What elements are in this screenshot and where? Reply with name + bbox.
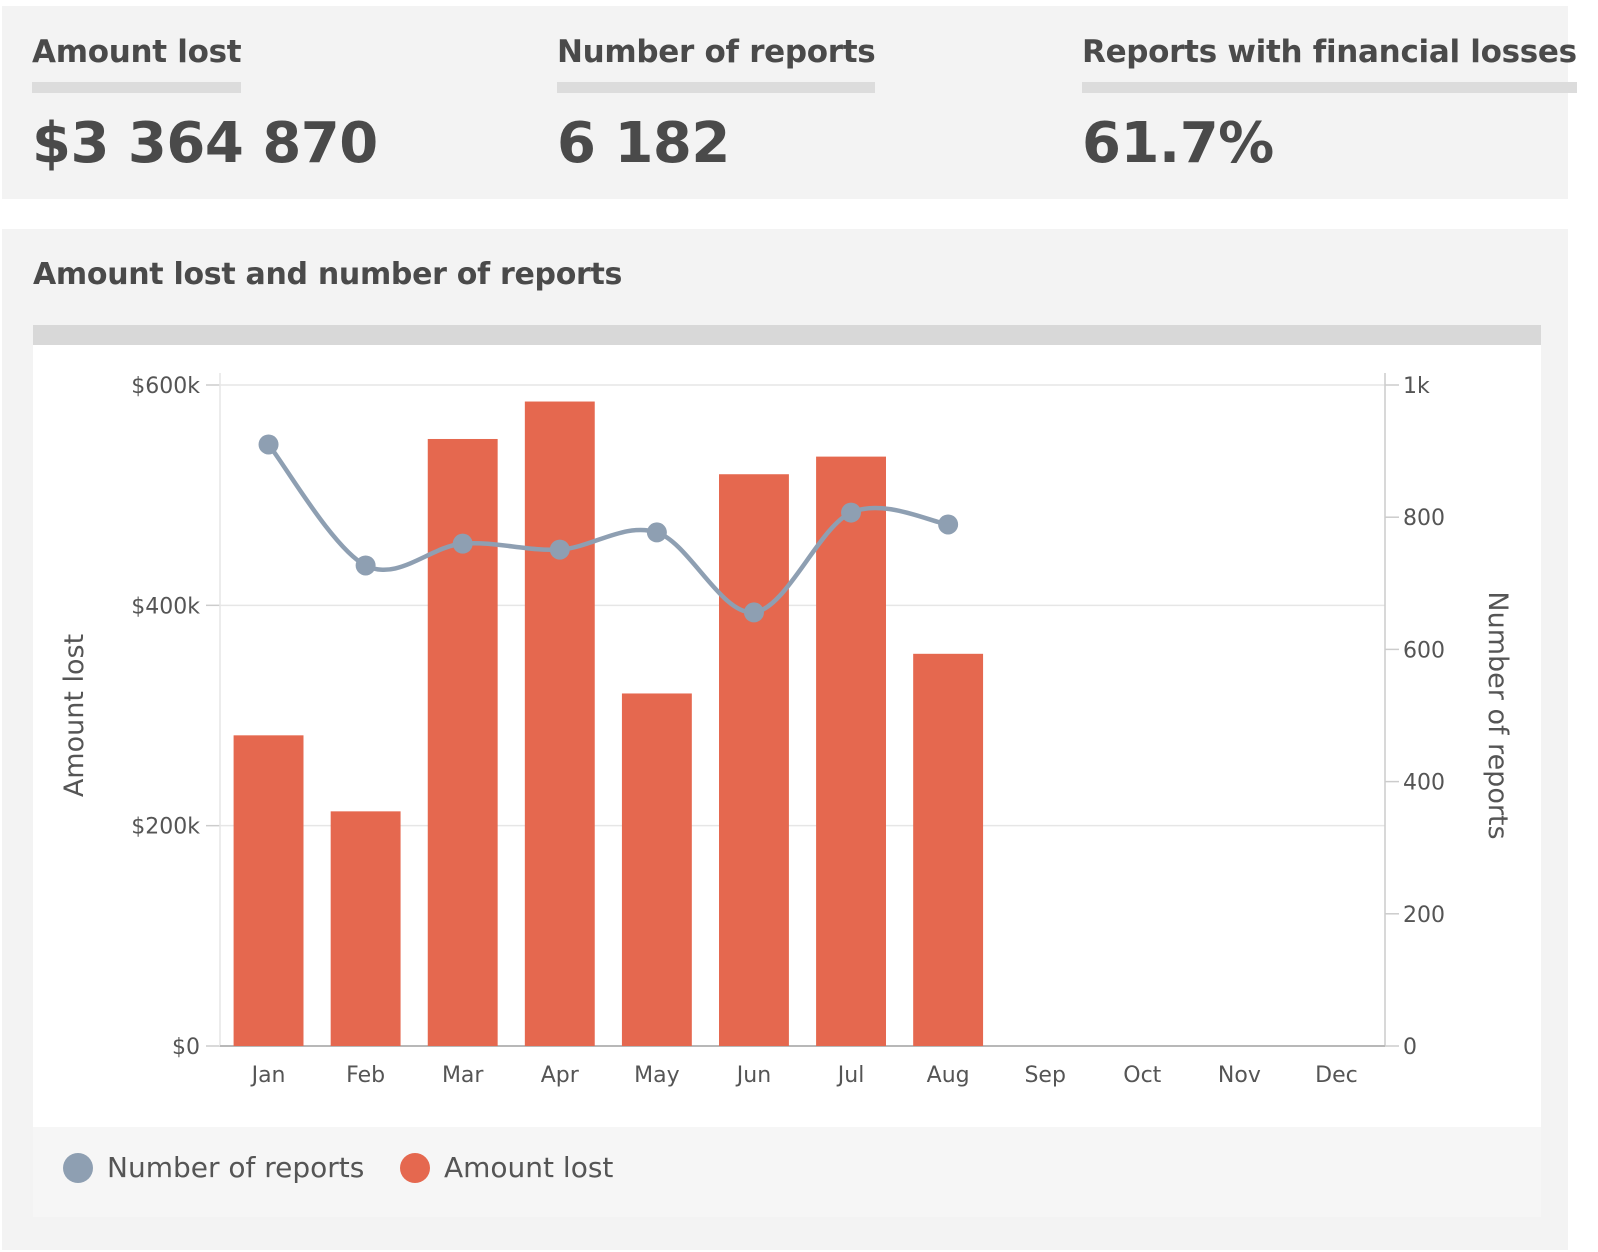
bar-may (621, 693, 692, 1046)
y-right-tick-label: 200 (1403, 903, 1445, 928)
legend-label: Amount lost (444, 1151, 614, 1184)
bar-jan (233, 735, 304, 1046)
y-left-tick-label: $400k (131, 594, 200, 619)
x-tick-label: Oct (1123, 1063, 1161, 1088)
x-tick-label: Aug (927, 1063, 970, 1088)
x-tick-label: Apr (541, 1063, 580, 1088)
chart-header-bar (33, 325, 1541, 345)
bar-aug (913, 653, 984, 1046)
stat-label: Amount lost (32, 34, 242, 93)
x-tick-label: Mar (442, 1063, 484, 1088)
stat-amount-lost: Amount lost $3 364 870 (32, 34, 378, 176)
legend-swatch-amount (400, 1152, 430, 1183)
y-left-tick-label: $0 (172, 1035, 200, 1060)
bar-feb (330, 811, 401, 1046)
bar-jul (816, 456, 886, 1046)
x-tick-label: Dec (1315, 1063, 1358, 1088)
legend-item-reports[interactable]: Number of reports (63, 1151, 364, 1184)
x-tick-label: Nov (1218, 1063, 1261, 1088)
y-left-tick-label: $600k (131, 374, 200, 399)
reports-point-jan (258, 434, 279, 455)
reports-point-feb (355, 555, 376, 576)
legend-item-amount[interactable]: Amount lost (400, 1151, 613, 1184)
combo-chart: $0 $200k $400k $600k 0 200 400 600 800 1k Amount l… (59, 373, 1513, 1088)
stat-value: 61.7% (1082, 111, 1274, 176)
chart-card: Amount lost and number of reports $0 $200… (2, 229, 1568, 1250)
stats-panel: Amount lost $3 364 870 Number of reports… (2, 6, 1577, 199)
legend-label: Number of reports (107, 1151, 365, 1184)
x-tick-label: May (634, 1063, 679, 1088)
y-right-tick-label: 1k (1403, 374, 1430, 399)
bar-mar (427, 438, 498, 1046)
reports-point-apr (549, 539, 570, 560)
stat-label: Number of reports (557, 34, 876, 93)
reports-point-jul (841, 502, 862, 523)
chart-title: Amount lost and number of reports (33, 257, 623, 292)
x-tick-label: Jan (250, 1063, 286, 1088)
x-tick-label: Feb (346, 1063, 385, 1088)
y-right-tick-label: 0 (1403, 1035, 1417, 1060)
stat-number-of-reports: Number of reports 6 182 (557, 34, 876, 176)
bar-apr (524, 401, 595, 1046)
chart-legend: Number of reports Amount lost (33, 1127, 1541, 1217)
reports-point-may (646, 522, 667, 543)
reports-point-mar (452, 533, 473, 554)
x-tick-label: Jul (836, 1063, 865, 1088)
legend-swatch-reports (63, 1152, 93, 1183)
y-right-tick-label: 600 (1403, 638, 1445, 663)
chart-area: $0 $200k $400k $600k 0 200 400 600 800 1k Amount l… (33, 345, 1541, 1127)
y-left-tick-label: $200k (131, 815, 200, 840)
stat-label: Reports with financial losses (1082, 34, 1577, 93)
stat-value: 6 182 (557, 111, 730, 176)
reports-point-aug (938, 514, 959, 535)
x-tick-label: Sep (1024, 1063, 1065, 1088)
reports-point-jun (743, 602, 764, 623)
stat-reports-with-losses: Reports with financial losses 61.7% (1082, 34, 1577, 176)
y-right-axis-title: Number of reports (1482, 591, 1513, 839)
bar-jun (719, 474, 789, 1046)
stat-value: $3 364 870 (32, 111, 378, 176)
y-right-tick-label: 800 (1403, 506, 1445, 531)
x-tick-label: Jun (735, 1063, 771, 1088)
y-right-tick-label: 400 (1403, 771, 1445, 796)
y-left-axis-title: Amount lost (59, 634, 90, 797)
